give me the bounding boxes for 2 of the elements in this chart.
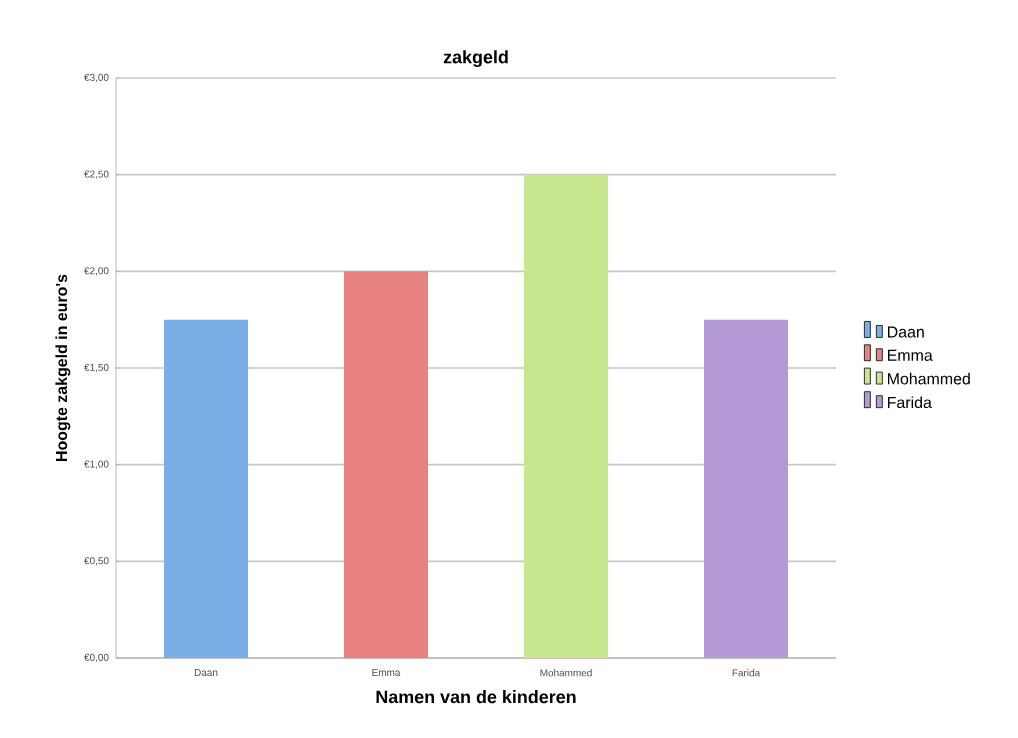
x-axis-title: Namen van de kinderen: [376, 690, 576, 704]
chart-title: zakgeld: [443, 50, 508, 68]
